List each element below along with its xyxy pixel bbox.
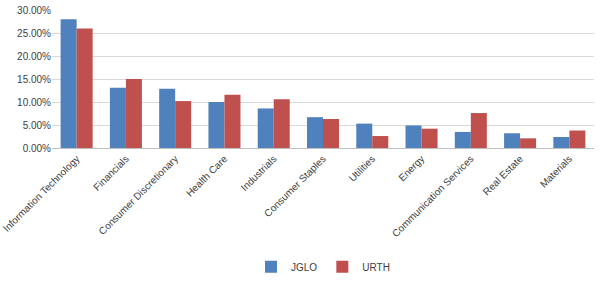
svg-text:0.00%: 0.00% [23,143,51,154]
svg-text:Financials: Financials [91,153,131,193]
svg-text:10.00%: 10.00% [17,97,51,108]
svg-text:JGLO: JGLO [291,262,317,273]
svg-text:30.00%: 30.00% [17,5,51,16]
svg-text:25.00%: 25.00% [17,28,51,39]
svg-text:Consumer Discretionary: Consumer Discretionary [97,153,181,237]
svg-text:Energy: Energy [396,153,426,183]
svg-text:Communication Services: Communication Services [390,153,476,239]
svg-text:15.00%: 15.00% [17,74,51,85]
svg-text:5.00%: 5.00% [23,120,51,131]
svg-text:Health Care: Health Care [184,153,230,199]
svg-text:URTH: URTH [362,262,390,273]
svg-text:Industrials: Industrials [239,153,279,193]
svg-text:Information Technology: Information Technology [1,153,82,234]
svg-text:Real Estate: Real Estate [481,153,526,198]
svg-text:Utilities: Utilities [347,153,378,184]
svg-text:20.00%: 20.00% [17,51,51,62]
svg-text:Materials: Materials [538,153,574,189]
svg-text:Consumer Staples: Consumer Staples [262,153,328,219]
